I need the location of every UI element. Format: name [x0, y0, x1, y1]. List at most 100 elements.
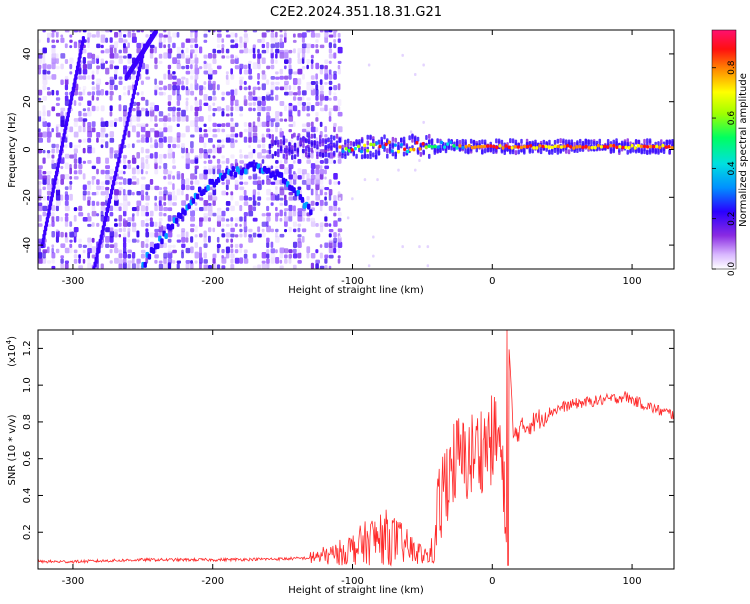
spectrogram-cell — [369, 150, 372, 156]
spectrogram-cell — [212, 90, 216, 96]
spectrogram-cell — [154, 115, 158, 122]
spectrogram-cell — [191, 197, 196, 204]
spectrogram-cell — [55, 65, 60, 70]
spectrogram-cell — [261, 228, 265, 233]
spectrogram-cell — [433, 149, 437, 155]
spectrogram-cell — [87, 160, 92, 164]
spectrogram-cell — [239, 36, 243, 43]
spectrogram-cell — [212, 107, 218, 112]
spectrogram-cell — [60, 79, 64, 85]
spectrogram-cell — [636, 144, 640, 148]
spectrogram-cell — [194, 120, 198, 128]
spectrogram-cell — [301, 36, 305, 43]
spectrogram-cell — [82, 160, 87, 164]
spectrogram-cell — [394, 137, 397, 143]
spectrogram-cell — [212, 122, 217, 128]
spectrogram-cell — [190, 90, 195, 96]
spectrogram-cell — [158, 212, 163, 217]
spectrogram-cell — [91, 246, 97, 254]
spectrogram-cell — [42, 72, 47, 80]
spectrogram-cell — [310, 142, 314, 148]
spectrogram-cell — [64, 78, 69, 85]
spectrogram-cell — [301, 217, 305, 222]
spectrogram-cell — [207, 148, 213, 154]
spectrogram-cell — [356, 144, 360, 149]
spectrogram-cell — [590, 145, 594, 150]
spectrogram-cell — [181, 52, 185, 59]
spectrogram-cell — [105, 186, 110, 191]
spectrogram-cell — [266, 221, 269, 227]
spectrogram-cell — [163, 207, 168, 212]
spectrogram-cell — [257, 196, 262, 201]
spectrogram-cell — [615, 145, 619, 150]
spectrogram-cell — [319, 159, 324, 164]
spectrogram-cell — [212, 146, 217, 154]
spectrogram-cell — [82, 126, 86, 133]
spectrogram-cell — [100, 201, 106, 206]
spectrogram-cell — [172, 165, 177, 170]
spectrogram-cell — [185, 231, 189, 238]
spectrogram-cell — [51, 252, 56, 259]
spectrogram-cell — [167, 83, 172, 91]
spectrogram-cell — [118, 37, 124, 43]
spectrogram-cell — [427, 139, 431, 145]
spectrogram-cell — [82, 216, 88, 222]
spectrogram-cell — [145, 243, 149, 248]
spectrogram-cell — [60, 63, 64, 70]
spectrogram-cell — [587, 139, 590, 145]
spectrogram-cell — [69, 71, 73, 75]
spectrogram-cell — [190, 185, 195, 191]
spectrogram-cell — [167, 231, 173, 238]
spectrogram-cell — [239, 106, 244, 112]
spectrogram-cell — [96, 78, 102, 85]
spectrogram-cell — [163, 136, 167, 143]
spectrogram-cell — [64, 213, 69, 217]
spectrogram-cell — [176, 78, 181, 85]
spectrogram-cell — [230, 253, 235, 259]
spectrogram-cell — [42, 211, 47, 217]
spectrogram-cell — [324, 73, 329, 80]
spectrogram-cell — [109, 205, 114, 212]
spectrogram-cell — [42, 249, 48, 254]
spectrogram-cell — [355, 153, 358, 159]
spectrogram-cell — [172, 260, 176, 264]
spectrogram-cell — [239, 79, 243, 85]
spectrogram-cell — [261, 252, 267, 259]
spectrogram-cell — [439, 147, 442, 153]
spectrogram-cell — [243, 47, 249, 54]
spectrogram-cell — [73, 121, 78, 128]
spectrogram-cell — [105, 188, 109, 196]
spectrogram-cell — [275, 71, 279, 75]
spectrogram-cell — [69, 193, 73, 201]
colorbar-gradient — [711, 29, 737, 270]
spectrogram-cell — [82, 258, 86, 264]
spectrogram-cell — [296, 151, 300, 157]
spectrogram-cell — [261, 32, 267, 38]
spectrogram-cell — [270, 30, 275, 33]
spectrogram-cell — [216, 243, 221, 248]
spectrogram-cell — [626, 138, 629, 144]
spectrogram-cell — [114, 189, 119, 196]
spectrogram-cell — [333, 85, 338, 91]
spectrogram-cell — [367, 264, 371, 268]
spectrogram-cell — [297, 208, 303, 212]
spectrogram-cell — [127, 85, 132, 91]
spectrogram-cell — [297, 33, 303, 38]
spectrogram-cell — [127, 42, 130, 49]
spectrogram-cell — [239, 63, 244, 70]
spectrogram-cell — [553, 144, 557, 149]
spectrogram-cell — [167, 125, 173, 133]
spectrogram-cell — [114, 242, 118, 248]
spectrogram-cell — [154, 123, 158, 128]
spectrogram-cell — [100, 144, 104, 149]
spectrogram-cell — [73, 176, 79, 180]
spectrogram-cell — [176, 234, 181, 238]
spectrogram-cell — [64, 144, 68, 149]
spectrogram-cell — [239, 165, 243, 170]
spectrogram-y-tick-label: 0 — [22, 146, 33, 152]
spectrogram-cell — [261, 96, 266, 101]
spectrogram-cell — [203, 142, 207, 149]
spectrogram-cell — [190, 134, 195, 138]
spectrogram-cell — [419, 151, 423, 157]
spectrogram-cell — [136, 210, 140, 217]
